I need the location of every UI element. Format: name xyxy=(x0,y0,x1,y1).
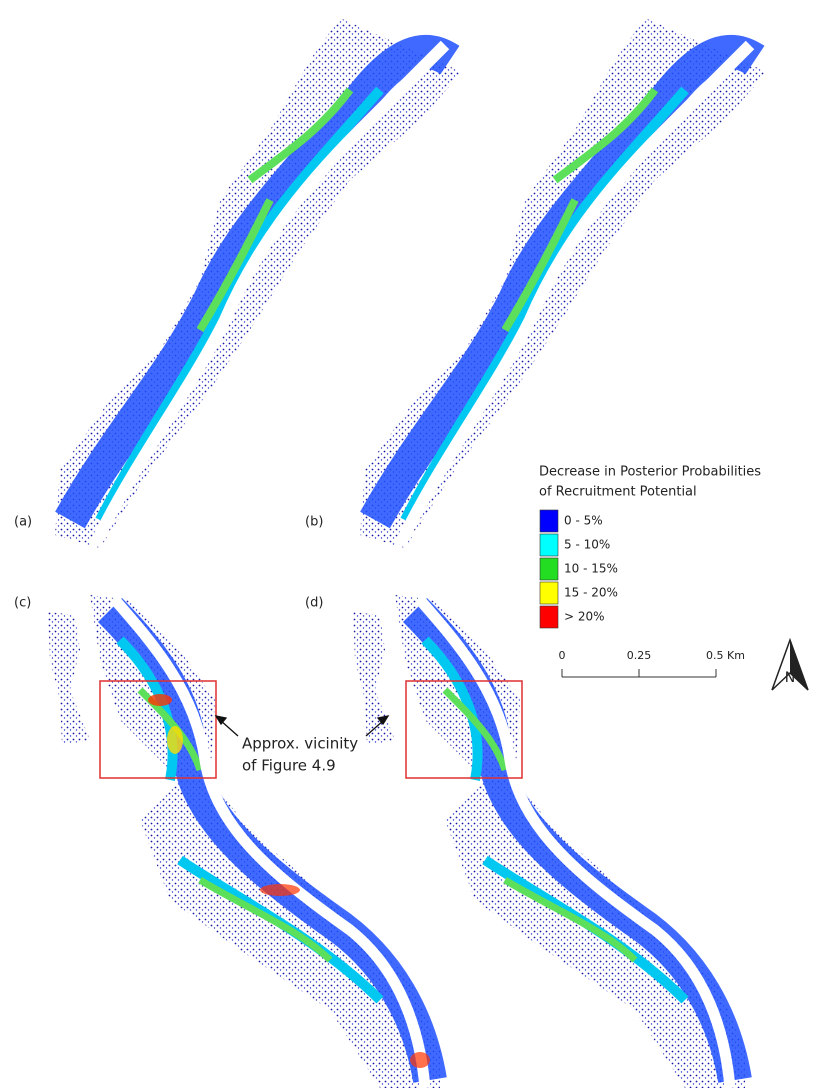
scale-label: 0.5 Km xyxy=(706,649,745,662)
legend-label: 10 - 15% xyxy=(564,562,618,576)
hotspot xyxy=(167,726,183,754)
hotspots xyxy=(148,694,430,1068)
panel-label: (b) xyxy=(305,515,323,530)
legend-swatch xyxy=(539,581,559,605)
legend-title: Decrease in Posterior Probabilities xyxy=(539,465,761,480)
arrow xyxy=(365,719,385,737)
hotspot xyxy=(410,1052,430,1068)
legend-swatch xyxy=(539,509,559,533)
panel-label: (a) xyxy=(14,515,32,530)
legend-label: 15 - 20% xyxy=(564,586,618,600)
legend-swatch xyxy=(539,533,559,557)
annotation: of Figure 4.9 xyxy=(242,757,336,775)
legend-swatch xyxy=(539,557,559,581)
legend: 0 - 5% 5 - 10% 10 - 15% 15 - 20% > 20% xyxy=(539,509,618,629)
arrowhead xyxy=(376,715,390,726)
arrowhead xyxy=(214,715,228,726)
scale-label: 0.25 xyxy=(627,649,652,662)
panel-label: (d) xyxy=(305,596,323,611)
legend-label: > 20% xyxy=(564,610,605,624)
panel-label: (c) xyxy=(14,596,31,611)
north-label: N xyxy=(785,670,795,686)
legend-swatch xyxy=(539,605,559,629)
legend-label: 0 - 5% xyxy=(564,514,603,528)
legend-title: of Recruitment Potential xyxy=(539,485,697,500)
vicinity-box xyxy=(405,680,523,779)
hotspot xyxy=(260,884,300,896)
annotation: Approx. vicinity xyxy=(242,735,358,753)
legend-label: 5 - 10% xyxy=(564,538,610,552)
map-c xyxy=(48,595,440,1088)
arrows xyxy=(214,715,390,737)
north-arrow-half xyxy=(790,640,808,690)
scale-bar xyxy=(561,669,717,678)
arrow xyxy=(219,719,239,737)
vicinity-box xyxy=(99,680,217,779)
hotspot xyxy=(148,694,172,706)
scale-label: 0 xyxy=(559,649,566,662)
